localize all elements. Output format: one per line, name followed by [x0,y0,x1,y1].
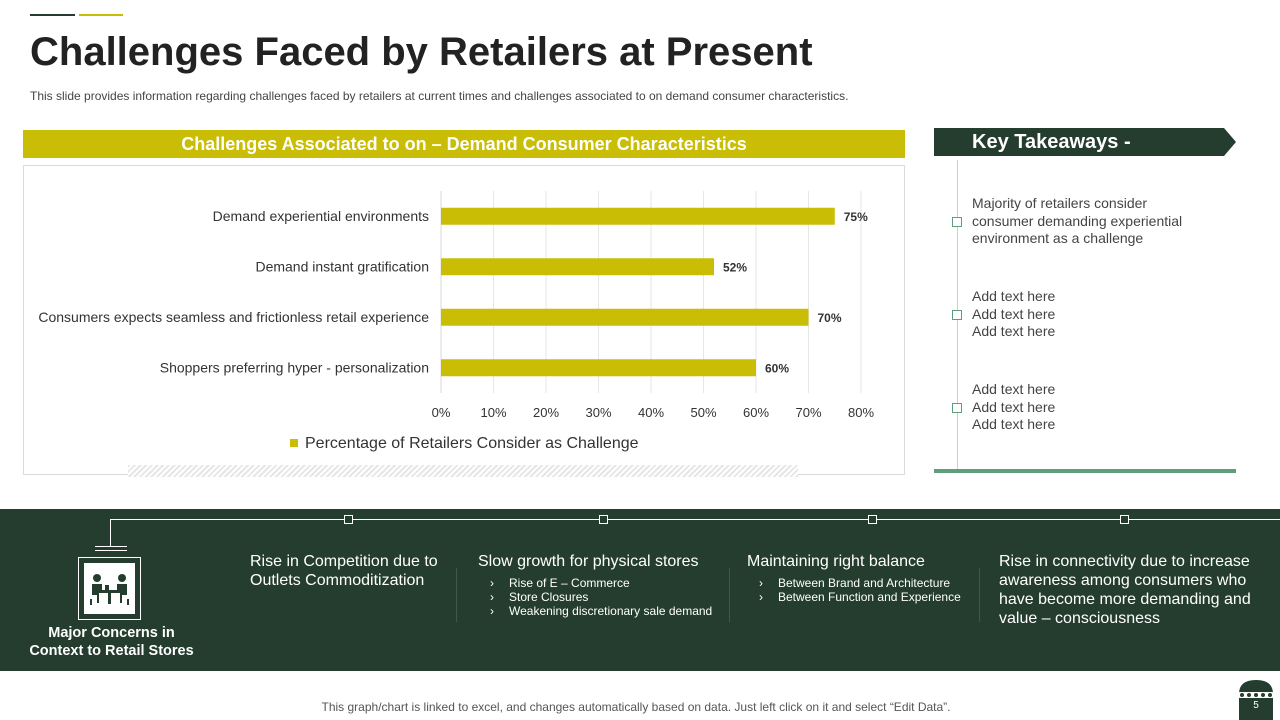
column-divider [456,568,457,622]
x-tick-label: 50% [690,405,716,420]
x-tick-label: 80% [848,405,874,420]
page-number: 5 [1253,700,1259,711]
concern-title-line: have become more demanding and [999,591,1251,608]
chart-header: Challenges Associated to on – Demand Con… [23,130,905,158]
concern-bullet-list: Rise of E – Commerce Store Closures Weak… [490,576,730,618]
takeaway-line: Majority of retailers consider [972,195,1148,211]
x-tick-label: 40% [638,405,664,420]
column-divider [979,568,980,622]
data-label: 52% [723,260,747,274]
icon-frame [78,557,141,620]
chart-container[interactable]: Demand experiential environments 75% Deman… [23,165,905,475]
column-divider [729,568,730,622]
bar [441,308,809,326]
takeaway-line: environment as a challenge [972,230,1144,246]
x-tick-label: 10% [480,405,506,420]
concern-title: Maintaining right balance [747,552,977,571]
concern-bullet: Between Brand and Architecture [759,576,979,590]
category-label: Demand instant gratification [255,258,429,274]
takeaway-bullet-icon [952,403,962,413]
bar [441,207,835,225]
footer-note: This graph/chart is linked to excel, and… [321,700,951,714]
chart-shadow [128,465,798,477]
takeaway-item: Add text here Add text here Add text her… [972,381,1212,434]
concern-title-line: awareness among consumers who [999,572,1247,589]
timeline-tick [95,550,127,551]
title-accent-olive [79,14,123,16]
takeaway-line: Add text here [972,381,1056,397]
concern-title: Rise in connectivity due to increase awa… [999,552,1274,628]
key-takeaways-underline [934,469,1236,473]
takeaway-item: Majority of retailers consider consumer … [972,195,1212,248]
legend-swatch [290,439,298,447]
takeaway-line: Add text here [972,323,1056,339]
page-subtitle: This slide provides information regardin… [30,89,849,103]
concern-title-line: Rise in Competition due to [250,553,438,570]
concern-bullet-list: Between Brand and Architecture Between F… [759,576,979,604]
x-tick-label: 30% [585,405,611,420]
takeaway-line: Add text here [972,288,1056,304]
x-tick-label: 70% [795,405,821,420]
x-tick-label: 60% [743,405,769,420]
concern-bullet: Rise of E – Commerce [490,576,730,590]
takeaway-bullet-icon [952,217,962,227]
concern-bullet: Between Function and Experience [759,590,979,604]
takeaway-line: Add text here [972,305,1056,322]
category-label: Shoppers preferring hyper - personalizat… [160,359,429,375]
timeline-line [110,519,1280,520]
takeaway-bullet-icon [952,310,962,320]
legend-label: Percentage of Retailers Consider as Chal… [305,435,639,452]
concern-title: Slow growth for physical stores [478,552,718,571]
bar-chart: Demand experiential environments 75% Deman… [38,191,874,452]
concerns-label-line: Major Concerns in [48,625,175,641]
concern-title-line: Rise in connectivity due to increase [999,553,1250,570]
concern-title: Rise in Competition due to Outlets Commo… [250,552,450,590]
bar [441,359,756,377]
concern-title-line: Outlets Commoditization [250,572,425,589]
data-label: 60% [765,361,789,375]
key-takeaways-banner [934,128,1236,156]
category-label: Consumers expects seamless and frictionl… [38,309,429,325]
timeline-node [344,515,353,524]
timeline-connector [110,519,111,546]
key-takeaways-title: Key Takeaways - [972,131,1131,153]
x-tick-label: 0% [432,405,451,420]
takeaway-line: consumer demanding experiential [972,212,1183,229]
x-tick-label: 20% [533,405,559,420]
data-label: 75% [844,210,868,224]
concern-title-line: Slow growth for physical stores [478,553,699,570]
concerns-label-line: Context to Retail Stores [29,643,194,659]
takeaway-line: Add text here [972,416,1056,432]
title-accent-dark [30,14,75,16]
meeting-table-icon [84,563,135,614]
page-badge-icon [1236,678,1276,720]
page-title: Challenges Faced by Retailers at Present [30,30,813,74]
data-label: 70% [818,311,842,325]
concern-bullet: Store Closures [490,590,730,604]
timeline-node [599,515,608,524]
bar [441,258,714,276]
concern-title-line: value – consciousness [999,610,1160,627]
takeaway-line: Add text here [972,398,1056,415]
takeaway-item: Add text here Add text here Add text her… [972,288,1212,341]
timeline-node [868,515,877,524]
category-label: Demand experiential environments [213,208,429,224]
concern-bullet: Weakening discretionary sale demand [490,604,730,618]
timeline-tick [95,546,127,547]
concerns-label: Major Concerns in Context to Retail Stor… [14,624,209,660]
concern-title-line: Maintaining right balance [747,553,925,570]
timeline-node [1120,515,1129,524]
